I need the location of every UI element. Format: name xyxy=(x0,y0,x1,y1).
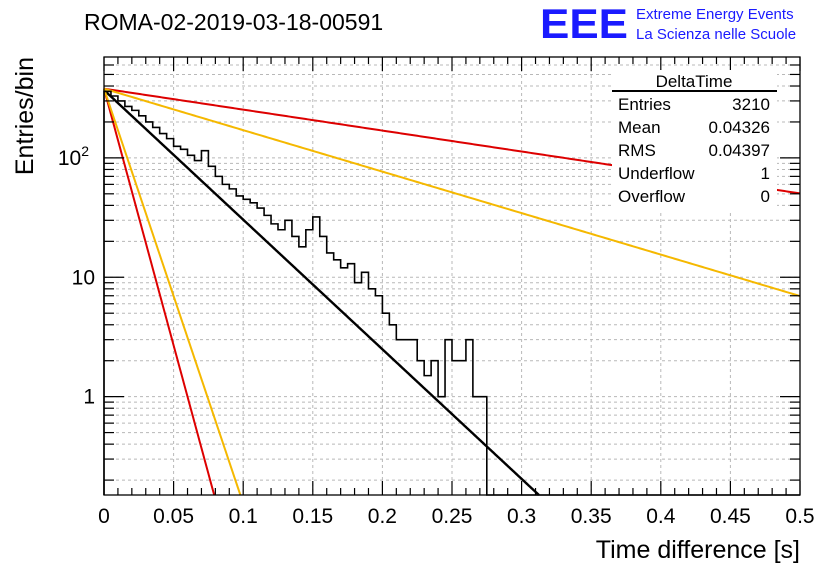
y-tick-label: 1 xyxy=(83,386,95,409)
x-tick-label: 0.1 xyxy=(229,505,258,528)
x-tick-label: 0.05 xyxy=(153,505,194,528)
stats-box: DeltaTime Entries 3210 Mean 0.04326 RMS … xyxy=(612,70,777,212)
y-tick-label: 102 xyxy=(58,143,89,170)
stats-label-entries: Entries xyxy=(618,95,671,114)
stats-label-mean: Mean xyxy=(618,118,661,137)
stats-value-entries: 3210 xyxy=(732,95,770,114)
stats-label-overflow: Overflow xyxy=(618,187,686,206)
stats-title: DeltaTime xyxy=(656,72,733,91)
x-axis-label: Time difference [s] xyxy=(596,536,800,564)
y-tick-label: 10 xyxy=(72,266,95,289)
x-tick-label: 0.15 xyxy=(292,505,333,528)
x-tick-label: 0.3 xyxy=(507,505,536,528)
stats-value-rms: 0.04397 xyxy=(709,141,770,160)
logo-line-1: Extreme Energy Events xyxy=(636,6,794,23)
curve-orange-slow xyxy=(103,87,801,298)
tick-labels: 0 0.05 0.1 0.15 0.2 0.25 0.3 0.35 0.4 0.45 0.51101… xyxy=(58,143,815,528)
y-axis-label: Entries/bin xyxy=(11,57,39,175)
axis-ticks xyxy=(103,57,801,495)
x-tick-label: 0.5 xyxy=(785,505,814,528)
stats-label-rms: RMS xyxy=(618,141,656,160)
x-tick-label: 0.2 xyxy=(368,505,397,528)
stats-box-background xyxy=(612,70,777,212)
logo-mark: EEE xyxy=(540,0,628,47)
x-tick-label: 0 xyxy=(98,505,110,528)
curve-fit xyxy=(103,89,540,496)
curve-orange-fast xyxy=(103,88,242,496)
x-tick-label: 0.4 xyxy=(646,505,676,528)
eee-logo: EEE Extreme Energy Events La Scienza nel… xyxy=(540,0,796,47)
chart-title: ROMA-02-2019-03-18-00591 xyxy=(84,9,383,35)
stats-value-underflow: 1 xyxy=(761,164,770,183)
x-tick-label: 0.25 xyxy=(432,505,473,528)
curve-red-fast xyxy=(103,88,216,496)
x-tick-label: 0.45 xyxy=(710,505,751,528)
stats-value-overflow: 0 xyxy=(761,187,770,206)
stats-value-mean: 0.04326 xyxy=(709,118,770,137)
stats-label-underflow: Underflow xyxy=(618,164,695,183)
x-tick-label: 0.35 xyxy=(571,505,612,528)
fit-curves xyxy=(103,87,801,496)
logo-line-2: La Scienza nelle Scuole xyxy=(636,26,796,43)
